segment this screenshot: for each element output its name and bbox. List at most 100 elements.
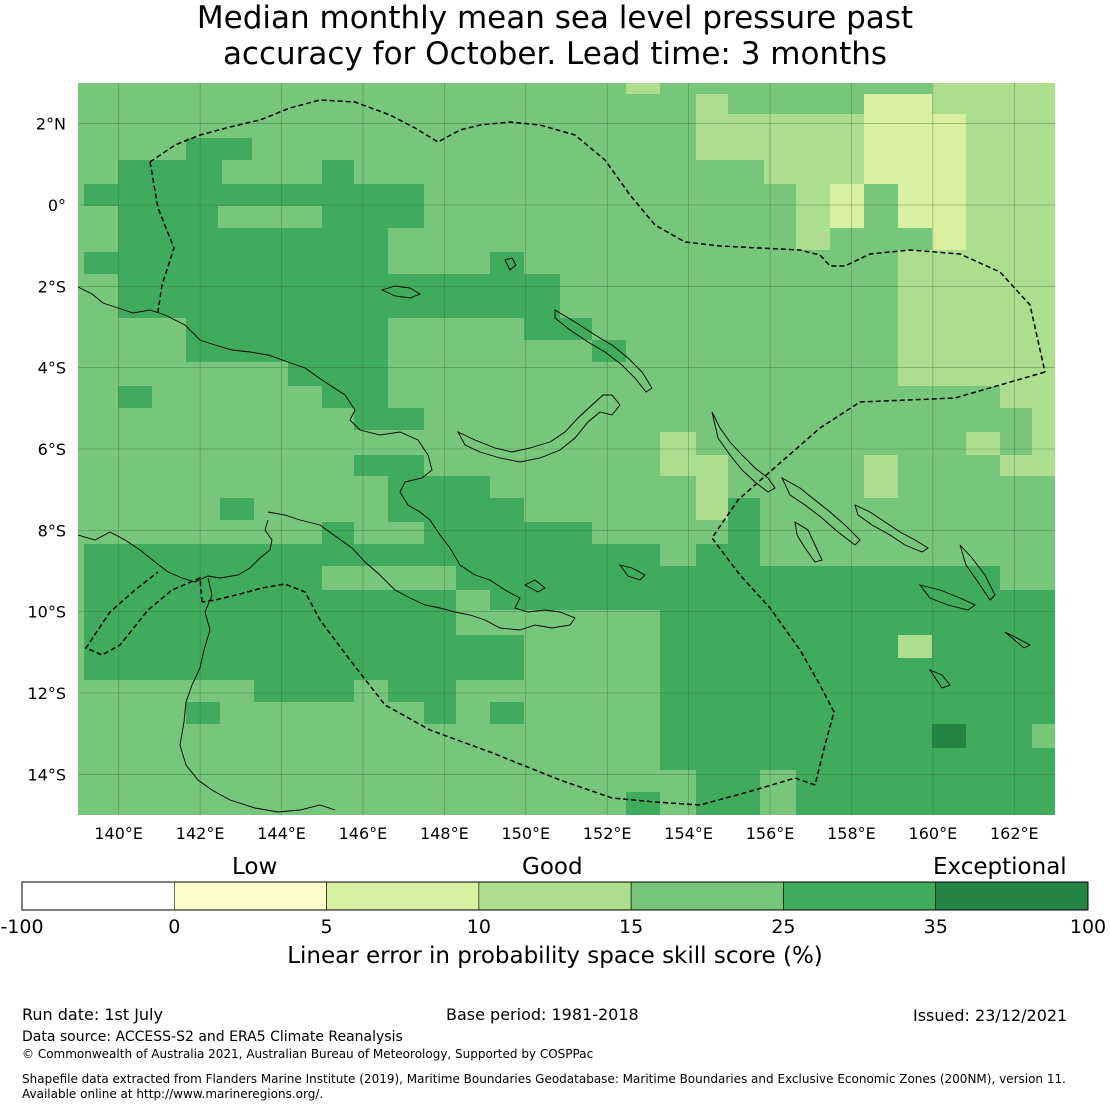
coastline-louisiade (618, 564, 646, 581)
coastlines (78, 257, 1031, 813)
eez-png-west-edge (149, 161, 175, 313)
longitude-label: 156°E (746, 824, 795, 843)
skill-cell (696, 455, 728, 520)
skill-cell (186, 138, 252, 160)
skill-cell (118, 386, 152, 408)
longitude-labels: 140°E 142°E 144°E 146°E 148°E 150°E 152°E 154°E… (94, 824, 1038, 843)
skill-cell (186, 318, 388, 362)
skill-cell (898, 184, 966, 228)
copyright: © Commonwealth of Australia 2021, Austra… (22, 1047, 594, 1061)
latitude-label: 8°S (38, 521, 66, 540)
skill-cell (322, 160, 354, 184)
eez-boundaries (84, 99, 1046, 806)
title-line-2: accuracy for October. Lead time: 3 month… (222, 36, 888, 72)
longitude-label: 154°E (664, 824, 713, 843)
colorbar-tick-label: 35 (924, 916, 948, 938)
longitude-label: 162°E (990, 824, 1039, 843)
skill-cell (322, 206, 424, 228)
skill-cell (966, 432, 1000, 455)
skill-cell (524, 296, 560, 340)
skill-cell (84, 252, 118, 274)
category-good: Good (522, 854, 583, 880)
skill-cell (696, 94, 728, 114)
skill-cell (660, 432, 696, 476)
colorbar-axis-label: Linear error in probability space skill … (287, 943, 823, 969)
skill-cell (932, 228, 966, 250)
latitude-label: 10°S (27, 603, 66, 622)
colorbar-segment (173, 881, 327, 911)
skill-cell (796, 770, 1055, 815)
coastline-makira-east (1004, 631, 1031, 649)
category-low: Low (232, 854, 278, 880)
data-source: Data source: ACCESS-S2 and ERA5 Climate … (22, 1029, 403, 1045)
coastline-bougainville (711, 411, 776, 493)
skill-cell (388, 680, 456, 702)
skill-cell (660, 612, 1055, 680)
skill-cell (1000, 455, 1055, 476)
skill-cell (322, 386, 388, 408)
skill-cell (864, 114, 966, 184)
skill-cell (696, 544, 760, 590)
skill-cell (354, 455, 424, 476)
coastline-cape-york (179, 577, 336, 813)
skill-cell (764, 160, 864, 184)
skill-cell (796, 184, 830, 250)
longitude-label: 158°E (827, 824, 876, 843)
run-date: Run date: 1st July (22, 1005, 163, 1024)
skill-cell (322, 544, 424, 566)
skill-cell (898, 250, 1055, 320)
eez-png-south (201, 583, 816, 806)
skill-cell (626, 83, 660, 94)
colorbar-segment (478, 881, 632, 911)
latitude-label: 14°S (27, 765, 66, 784)
skill-cell (456, 566, 592, 590)
latitude-label: 0° (48, 196, 66, 215)
skill-cell (322, 522, 354, 544)
colorbar-tick-label: 10 (467, 916, 491, 938)
skill-cell (696, 114, 864, 160)
colorbar-segment (783, 881, 937, 911)
longitude-label: 146°E (339, 824, 388, 843)
colorbar (21, 881, 1089, 911)
colorbar-tick-label: 100 (1070, 916, 1106, 938)
coastline-solomons-3 (794, 521, 823, 563)
skill-cell (84, 184, 424, 206)
skill-cell (118, 228, 388, 252)
coastline-gulf (78, 519, 273, 583)
skill-cell (932, 83, 1055, 114)
skill-cell (966, 114, 1055, 250)
skill-cell (728, 498, 760, 544)
skill-cell (84, 544, 322, 590)
coastline-rennell (928, 669, 951, 689)
coastline-new-guinea-north (78, 286, 433, 483)
longitude-label: 150°E (501, 824, 550, 843)
skill-cell (932, 724, 966, 748)
skill-cell (560, 318, 592, 340)
shapefile-credit-line-2: Available online at http://www.marinereg… (22, 1087, 324, 1101)
skill-cell (288, 362, 388, 386)
skill-cell (864, 94, 932, 114)
latitude-label: 4°S (38, 359, 66, 378)
eez-fsm-png (149, 99, 1046, 373)
longitude-label: 142°E (176, 824, 225, 843)
skill-cell (118, 252, 388, 274)
coastline-solomons-4 (918, 584, 976, 611)
latitude-label: 12°S (27, 684, 66, 703)
colorbar-segment (21, 881, 175, 911)
skill-cell (864, 455, 898, 498)
skill-cell (830, 184, 864, 228)
skill-cell (592, 544, 660, 566)
eez-png-solomons (711, 371, 1046, 786)
skill-cell (660, 590, 1055, 612)
coastline-manus (380, 285, 422, 299)
coastline-tagula (524, 579, 546, 593)
eez-indonesia-australia (84, 571, 203, 656)
base-period: Base period: 1981-2018 (446, 1005, 639, 1024)
skill-cell (696, 770, 760, 815)
chart-title: Median monthly mean sea level pressure p… (0, 0, 1110, 72)
coastline-new-ireland (554, 309, 653, 393)
coastline-solomons-2 (854, 504, 929, 553)
colorbar-tick-label: 5 (321, 916, 333, 938)
skill-cell (118, 206, 218, 228)
